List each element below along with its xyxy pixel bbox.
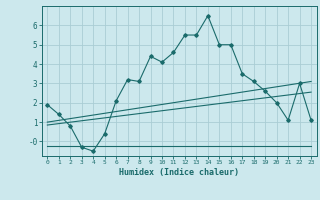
X-axis label: Humidex (Indice chaleur): Humidex (Indice chaleur) (119, 168, 239, 177)
